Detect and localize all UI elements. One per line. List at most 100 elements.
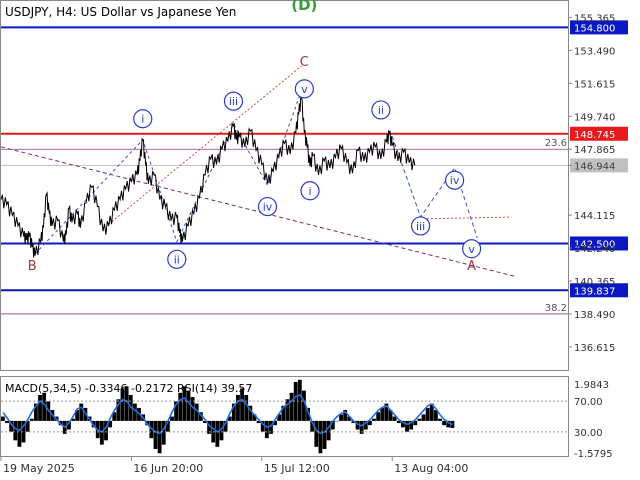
macd-bar <box>446 420 451 428</box>
wave-label-circle: v <box>462 239 482 259</box>
macd-bar <box>38 394 42 421</box>
macd-bar <box>124 386 129 421</box>
wave-label-corrective: B <box>28 259 37 274</box>
macd-bar <box>269 420 273 434</box>
macd-bar <box>409 420 414 430</box>
wave-label-circle: iii <box>410 216 431 236</box>
wave-label-circle: ii <box>167 249 187 269</box>
macd-bar <box>21 420 26 443</box>
macd-bar <box>186 390 191 421</box>
macd-bar <box>178 392 183 421</box>
wave-circle <box>445 170 465 190</box>
wave-circle <box>257 196 278 217</box>
macd-bar <box>392 416 397 421</box>
macd-bar <box>116 399 121 421</box>
macd-bar <box>425 407 430 421</box>
macd-bar <box>231 403 236 421</box>
macd-bar <box>442 420 447 426</box>
macd-bar <box>330 420 335 430</box>
macd-bar <box>380 407 385 421</box>
price-tick-label: 149.740 <box>574 112 615 123</box>
macd-bar <box>153 420 158 449</box>
wave-circle <box>300 181 320 201</box>
wave-circle <box>223 91 244 111</box>
indicator-tick-label: -1.5795 <box>574 449 613 460</box>
macd-bar <box>13 420 18 441</box>
macd-bar <box>174 401 179 421</box>
level-tag-bg <box>570 236 628 251</box>
macd-bar <box>260 420 265 432</box>
macd-bar <box>236 394 240 421</box>
macd-bar <box>297 379 302 421</box>
wave-label-circle: v <box>294 79 314 99</box>
wave-label-text: v <box>468 243 475 256</box>
macd-bar <box>335 420 339 422</box>
macd-bar <box>182 386 187 421</box>
macd-bar <box>165 420 170 432</box>
macd-bar <box>359 420 364 434</box>
price-tick-label: 140.365 <box>574 277 615 288</box>
wave-label-text: i <box>141 113 144 126</box>
indicator-tick-label: 70.00 <box>574 397 603 408</box>
price-tick-label: 153.490 <box>574 46 615 57</box>
trendline <box>108 65 302 225</box>
macd-bar <box>190 397 195 421</box>
wave-label-circle: i <box>300 181 320 201</box>
macd-bar <box>310 420 315 432</box>
macd-bar <box>252 414 257 421</box>
level-tag-bg <box>570 20 628 35</box>
macd-bar <box>240 388 244 421</box>
wave-circle <box>371 100 391 120</box>
macd-bar <box>9 420 14 432</box>
macd-bar <box>306 407 310 421</box>
macd-bar <box>256 420 261 424</box>
price-tick-label: 146.944 <box>574 161 615 172</box>
indicator-tick-label: 30.00 <box>574 428 603 439</box>
level-price-tag: 142.500 <box>570 236 628 251</box>
macd-bar <box>207 420 212 434</box>
level-tag-label: 154.800 <box>574 23 615 34</box>
price-tick-label: 136.615 <box>574 343 615 354</box>
macd-bar <box>281 405 286 421</box>
macd-bar <box>248 405 253 421</box>
macd-bar <box>219 420 224 441</box>
macd-bar <box>347 416 352 421</box>
macd-bar <box>215 420 220 447</box>
macd-bar <box>108 420 113 428</box>
level-price-tag: 154.800 <box>570 20 628 35</box>
symbol-title: USDJPY, H4: US Dollar vs Japanese Yen <box>5 5 236 19</box>
macd-bar <box>376 412 381 421</box>
price-tick-label: 142.240 <box>574 244 615 255</box>
macd-bar <box>5 420 9 424</box>
wave-label-text: iii <box>416 220 425 233</box>
macd-bar <box>293 381 298 421</box>
macd-bar <box>79 403 84 421</box>
price-tick-label: 138.490 <box>574 310 615 321</box>
indicator-title: MACD(5,34,5) -0.3346 -0.2172 RSI(14) 39.… <box>5 382 252 395</box>
level-tag-bg <box>570 126 628 141</box>
wave-circle <box>294 79 314 99</box>
macd-bar <box>157 420 162 454</box>
macd-bar <box>302 390 306 421</box>
macd-bar <box>343 410 348 421</box>
macd-bar <box>322 420 327 449</box>
macd-bar <box>99 420 104 445</box>
wave-label-corrective: A <box>467 259 476 274</box>
time-tick-label: 13 Aug 04:00 <box>394 462 468 475</box>
macd-bar <box>161 420 166 445</box>
trendline <box>414 216 512 220</box>
macd-bar <box>277 414 282 421</box>
macd-bar <box>413 420 418 426</box>
macd-bar <box>112 412 117 421</box>
time-tick-label: 15 Jul 12:00 <box>264 462 330 475</box>
macd-bar <box>363 420 368 430</box>
wave-label-text: iv <box>263 201 273 214</box>
macd-bar <box>355 420 360 430</box>
macd-bar <box>227 416 232 421</box>
price-tick-label: 151.615 <box>574 79 615 90</box>
macd-bar <box>417 418 422 421</box>
wave-label-major: (D) <box>291 0 317 14</box>
macd-bar <box>33 403 38 421</box>
macd-bar <box>372 418 376 421</box>
